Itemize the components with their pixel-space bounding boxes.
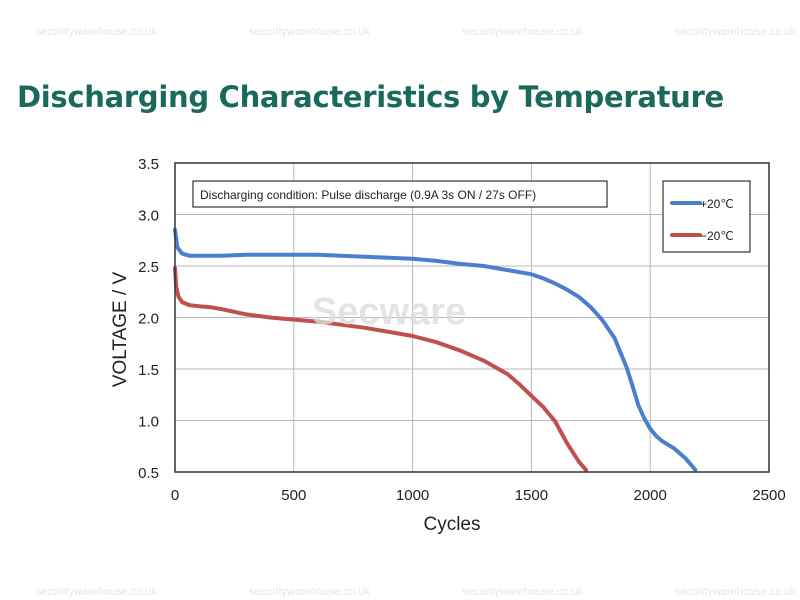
y-tick-label: 2.0 [138, 311, 159, 328]
x-tick-label: 0 [171, 487, 179, 504]
x-axis-label: Cycles [423, 514, 480, 535]
y-axis-label: VOLTAGE / V [110, 271, 131, 387]
y-tick-label: 2.5 [138, 259, 159, 276]
watermark-text: securitywarehouse.co.uk [462, 26, 584, 38]
x-tick-label: 2000 [634, 487, 667, 504]
y-tick-label: 0.5 [138, 465, 159, 482]
y-tick-label: 1.0 [138, 414, 159, 431]
y-tick-label: 3.0 [138, 208, 159, 225]
legend-label: −20℃ [700, 229, 734, 243]
watermark-text: securitywarehouse.co.uk [675, 26, 797, 38]
watermark-text: securitywarehouse.co.uk [36, 26, 158, 38]
series-line [173, 266, 588, 472]
annotation-text: Discharging condition: Pulse discharge (… [200, 188, 536, 202]
x-tick-label: 2500 [752, 487, 785, 504]
watermark-text: securitywarehouse.co.uk [249, 26, 371, 38]
plot-border [174, 162, 770, 473]
annotation-box [192, 180, 608, 208]
legend-label: +20℃ [700, 197, 734, 211]
watermark-text: securitywarehouse.co.uk [36, 586, 158, 598]
center-watermark: Secware [312, 291, 466, 333]
x-tick-label: 500 [281, 487, 306, 504]
bottom-watermark-band: securitywarehouse.co.uk securitywarehous… [0, 540, 800, 600]
watermark-text: securitywarehouse.co.uk [249, 586, 371, 598]
series-line [173, 227, 698, 472]
y-tick-label: 1.5 [138, 362, 159, 379]
watermark-text: securitywarehouse.co.uk [675, 586, 797, 598]
top-watermark-band: securitywarehouse.co.uk securitywarehous… [0, 0, 800, 62]
page-title: Discharging Characteristics by Temperatu… [17, 80, 724, 114]
watermark-text: securitywarehouse.co.uk [462, 586, 584, 598]
legend-box [662, 180, 751, 253]
x-tick-label: 1500 [515, 487, 548, 504]
y-tick-label: 3.5 [138, 156, 159, 173]
x-tick-label: 1000 [396, 487, 429, 504]
